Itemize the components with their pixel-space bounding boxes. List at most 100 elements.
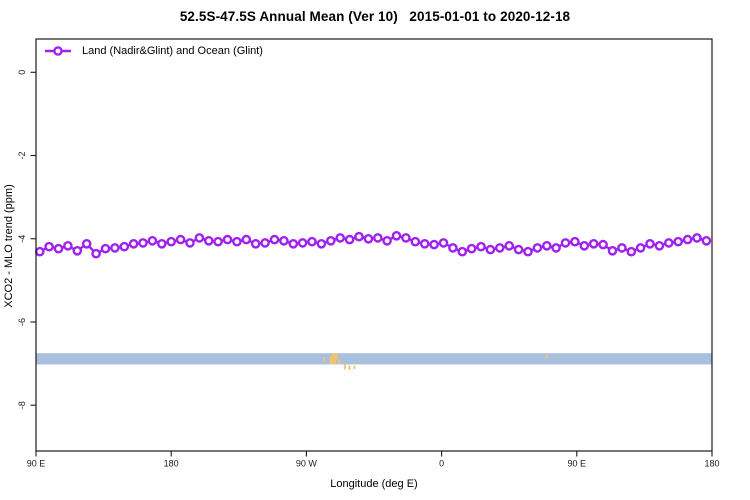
data-point-marker	[53, 243, 64, 254]
data-point-marker	[269, 234, 280, 245]
data-point-marker	[232, 236, 242, 247]
legend-label: Land (Nadir&Glint) and Ocean (Glint)	[82, 45, 263, 57]
x-tick-label: 90 E	[568, 459, 587, 469]
data-point-marker	[110, 243, 120, 253]
x-tick-label: 180	[704, 459, 719, 469]
data-point-marker	[166, 236, 176, 247]
data-point-marker	[203, 235, 214, 246]
data-point-marker	[410, 236, 421, 247]
data-point-marker	[682, 234, 693, 245]
data-point-marker	[213, 236, 223, 247]
data-point-marker	[372, 233, 383, 243]
data-point-marker	[429, 239, 439, 250]
data-point-marker	[476, 241, 486, 252]
data-point-marker	[504, 240, 515, 251]
land-mark	[329, 356, 332, 365]
data-point-marker	[513, 244, 524, 255]
data-point-marker	[307, 236, 317, 247]
data-point-marker	[466, 243, 477, 254]
y-tick-label: -2	[17, 152, 27, 160]
data-point-marker	[72, 245, 83, 256]
data-point-marker	[626, 246, 637, 257]
x-axis-title: Longitude (deg E)	[330, 478, 417, 490]
data-point-marker	[419, 238, 430, 249]
legend: Land (Nadir&Glint) and Ocean (Glint)	[43, 45, 263, 57]
plot-border	[35, 38, 713, 452]
x-tick-label: 180	[164, 459, 179, 469]
data-point-marker	[175, 234, 186, 245]
data-point-marker	[673, 236, 684, 247]
data-point-marker	[382, 235, 392, 246]
y-tick-label: 0	[17, 70, 27, 75]
data-point-marker	[654, 240, 665, 251]
data-point-marker	[288, 238, 299, 249]
land-mark	[338, 358, 341, 365]
data-point-marker	[645, 238, 655, 249]
land-mark	[332, 353, 336, 365]
data-point-marker	[401, 233, 411, 243]
data-point-marker	[325, 235, 336, 246]
data-point-marker	[279, 235, 289, 246]
land-mark	[545, 354, 548, 359]
data-point-marker	[494, 243, 505, 253]
data-point-marker	[297, 238, 308, 248]
data-point-marker	[335, 233, 346, 243]
y-tick-label: -8	[17, 401, 27, 409]
data-point-marker	[551, 243, 561, 253]
data-point-marker	[156, 238, 167, 249]
land-mark	[335, 353, 338, 360]
data-point-marker	[100, 243, 111, 254]
land-mark	[343, 364, 346, 370]
data-point-marker	[316, 238, 327, 249]
data-point-marker	[701, 235, 712, 246]
data-point-marker	[635, 243, 646, 253]
data-point-marker	[588, 238, 599, 249]
data-point-marker	[560, 238, 571, 248]
data-point-marker	[354, 231, 364, 242]
data-point-marker	[391, 230, 402, 241]
data-point-marker	[194, 233, 205, 243]
y-tick-label: -4	[17, 235, 27, 243]
x-tick-label: 0	[439, 459, 444, 469]
land-mark	[322, 357, 325, 362]
data-point-marker	[44, 241, 54, 252]
data-point-marker	[692, 233, 702, 243]
land-mark	[353, 365, 356, 369]
chart-title: 52.5S-47.5S Annual Mean (Ver 10) 2015-01…	[179, 9, 571, 24]
data-point-marker	[128, 238, 139, 249]
data-point-marker	[91, 248, 101, 259]
data-point-marker	[485, 244, 496, 255]
data-point-marker	[363, 233, 374, 244]
x-tick-label: 90 W	[296, 459, 318, 469]
data-point-marker	[185, 238, 195, 248]
data-point-marker	[457, 246, 468, 257]
legend-marker-icon	[45, 46, 71, 56]
y-tick-label: -6	[17, 318, 27, 326]
data-point-marker	[598, 239, 608, 250]
data-point-marker	[579, 240, 590, 251]
data-point-marker	[147, 235, 158, 246]
data-point-marker	[542, 240, 552, 251]
data-point-marker	[617, 243, 627, 253]
data-point-marker	[607, 245, 618, 256]
data-point-marker	[241, 234, 252, 245]
x-tick-label: 90 E	[27, 459, 46, 469]
data-point-marker	[344, 234, 355, 245]
ocean-strip	[36, 353, 712, 365]
data-point-marker	[448, 243, 458, 253]
data-point-marker	[664, 238, 674, 248]
data-point-marker	[250, 238, 261, 249]
data-point-marker	[35, 246, 45, 257]
data-point-marker	[63, 240, 73, 251]
data-point-marker	[570, 236, 580, 247]
land-mark	[348, 365, 351, 371]
data-point-marker	[438, 238, 449, 248]
data-point-marker	[222, 234, 233, 245]
data-point-marker	[523, 246, 533, 257]
data-point-marker	[532, 243, 543, 253]
data-point-marker	[138, 238, 148, 248]
data-point-marker	[81, 238, 92, 249]
legend-sample-marker	[53, 46, 63, 56]
data-point-marker	[119, 241, 130, 252]
